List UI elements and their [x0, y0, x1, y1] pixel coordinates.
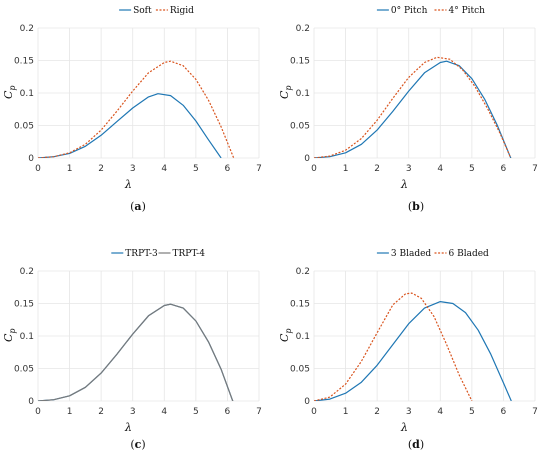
y-tick-label: 0.15: [290, 300, 310, 310]
series-line-2: [314, 292, 473, 401]
series-line-2: [38, 60, 235, 158]
y-tick-label: 0.05: [14, 365, 34, 375]
y-tick-label: 0: [304, 154, 310, 164]
x-tick-label: 0: [311, 407, 317, 417]
x-tick-label: 1: [67, 407, 73, 417]
x-tick-label: 5: [469, 164, 475, 174]
y-tick-label: 0: [28, 397, 34, 407]
y-tick-label: 0: [304, 397, 310, 407]
legend: 3 Bladed 6 Bladed: [376, 249, 490, 259]
y-tick-label: 0.1: [296, 332, 310, 342]
x-tick-label: 5: [469, 407, 475, 417]
caption-a: (a): [130, 200, 146, 213]
x-tick-label: 6: [501, 407, 507, 417]
legend-label: TRPT-3: [125, 249, 158, 259]
x-tick-label: 7: [532, 164, 538, 174]
series-line-1: [314, 301, 512, 401]
panel-a-chart: 0 1 2 3 4 5 6 7 0 0.05 0.1 0.15 0.2 λ Cp Soft Rigid: [2, 6, 262, 191]
x-tick-label: 3: [406, 407, 412, 417]
series-line-1: [38, 303, 234, 401]
panel-b-chart: 0 1 2 3 4 5 6 7 0 0.05 0.1 0.15 0.2 λ Cp 0° Pitch 4° Pit…: [278, 6, 538, 191]
grid: [37, 270, 260, 402]
series-line-1: [38, 93, 222, 158]
x-tick-label: 3: [130, 164, 136, 174]
caption-b: (b): [407, 200, 425, 213]
legend: TRPT-3 TRPT-4: [111, 249, 205, 259]
x-tick-label: 2: [98, 164, 104, 174]
series-line-2: [314, 56, 512, 158]
x-tick-label: 3: [130, 407, 136, 417]
panel-d-chart: 0 1 2 3 4 5 6 7 0 0.05 0.1 0.15 0.2 λ Cp 3 Bladed 6 Blad…: [278, 249, 538, 434]
grid: [313, 270, 536, 402]
x-axis-label: λ: [400, 178, 408, 191]
legend-label: 0° Pitch: [391, 6, 428, 16]
x-tick-label: 4: [161, 407, 167, 417]
x-tick-label: 0: [35, 407, 41, 417]
x-axis-label: λ: [124, 178, 132, 191]
x-axis-label: λ: [400, 421, 408, 434]
legend: Soft Rigid: [119, 6, 194, 16]
x-tick-label: 4: [161, 164, 167, 174]
y-tick-label: 0.1: [20, 89, 34, 99]
panel-c-chart: 0 1 2 3 4 5 6 7 0 0.05 0.1 0.15 0.2 λ Cp TRPT-3 TRPT-4: [2, 249, 262, 434]
x-tick-label: 1: [343, 407, 349, 417]
legend-label: TRPT-4: [173, 249, 206, 259]
x-tick-label: 2: [374, 407, 380, 417]
y-tick-label: 0.05: [14, 122, 34, 132]
x-tick-label: 6: [501, 164, 507, 174]
x-tick-label: 4: [437, 407, 443, 417]
y-axis-label: Cp: [278, 328, 293, 342]
x-tick-label: 4: [437, 164, 443, 174]
series-line-2: [38, 303, 234, 401]
legend-label: Soft: [133, 6, 152, 16]
x-tick-label: 5: [193, 407, 199, 417]
x-tick-label: 7: [256, 407, 262, 417]
y-axis-label: Cp: [2, 328, 17, 342]
caption-c: (c): [130, 438, 146, 451]
x-tick-label: 7: [256, 164, 262, 174]
y-tick-label: 0.05: [290, 365, 310, 375]
y-tick-label: 0.1: [20, 332, 34, 342]
x-tick-label: 0: [35, 164, 41, 174]
grid: [313, 27, 536, 159]
x-tick-label: 6: [225, 164, 231, 174]
legend: 0° Pitch 4° Pitch: [376, 6, 486, 16]
y-tick-label: 0.05: [290, 122, 310, 132]
x-tick-label: 7: [532, 407, 538, 417]
grid: [37, 27, 260, 159]
legend-label: 4° Pitch: [449, 6, 486, 16]
x-tick-label: 0: [311, 164, 317, 174]
x-axis-label: λ: [124, 421, 132, 434]
series-line-1: [314, 60, 512, 158]
y-tick-label: 0.15: [290, 57, 310, 67]
x-tick-label: 1: [67, 164, 73, 174]
y-tick-label: 0.15: [14, 57, 34, 67]
caption-d: (d): [407, 438, 425, 451]
legend-label: Rigid: [170, 6, 194, 16]
x-tick-label: 2: [374, 164, 380, 174]
y-tick-label: 0: [28, 154, 34, 164]
y-tick-label: 0.2: [296, 267, 310, 277]
y-tick-label: 0.1: [296, 89, 310, 99]
y-axis-label: Cp: [278, 85, 293, 99]
x-tick-label: 6: [225, 407, 231, 417]
y-tick-label: 0.2: [20, 24, 34, 34]
legend-label: 6 Bladed: [449, 249, 490, 259]
y-tick-label: 0.15: [14, 300, 34, 310]
y-axis-label: Cp: [2, 85, 17, 99]
x-tick-label: 1: [343, 164, 349, 174]
x-tick-label: 5: [193, 164, 199, 174]
y-tick-label: 0.2: [20, 267, 34, 277]
legend-label: 3 Bladed: [391, 249, 432, 259]
y-tick-label: 0.2: [296, 24, 310, 34]
x-tick-label: 3: [406, 164, 412, 174]
x-tick-label: 2: [98, 407, 104, 417]
